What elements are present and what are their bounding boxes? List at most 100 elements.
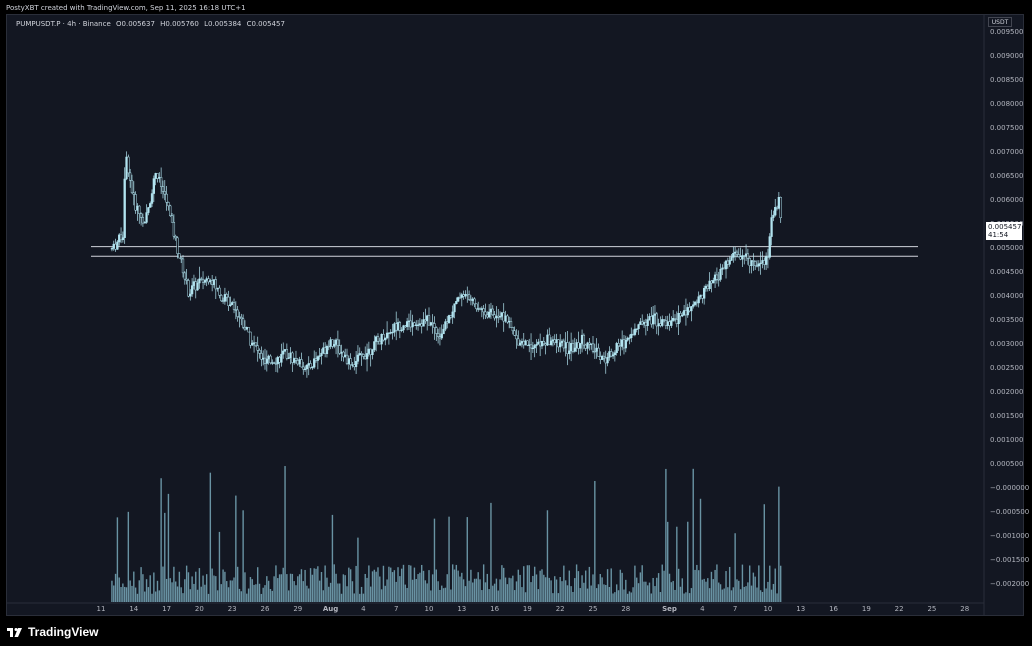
candle-body xyxy=(528,344,531,346)
candle-body xyxy=(311,366,314,369)
volume-bar xyxy=(614,592,616,602)
volume-bar xyxy=(251,579,253,602)
candle-body xyxy=(770,217,773,237)
volume-bar xyxy=(550,580,552,602)
candle-body xyxy=(611,354,615,357)
candle-body xyxy=(566,342,569,355)
candle-body xyxy=(424,319,427,322)
volume-bar xyxy=(506,584,509,602)
candle-body xyxy=(271,362,274,364)
volume-bar xyxy=(424,580,427,602)
volume-bar xyxy=(488,589,490,602)
volume-bar xyxy=(257,567,259,602)
volume-bar xyxy=(670,582,673,602)
candle-body xyxy=(123,178,126,238)
candle-body xyxy=(577,342,580,349)
tradingview-logo[interactable]: TradingView xyxy=(6,624,98,640)
candle-body xyxy=(602,355,606,359)
candle-body xyxy=(517,338,520,346)
volume-bar xyxy=(380,589,383,602)
time-tick-label: 25 xyxy=(927,605,937,613)
chart-panel[interactable] xyxy=(6,14,1024,616)
candle-body xyxy=(684,310,688,316)
candle-body xyxy=(673,318,677,320)
volume-bar xyxy=(546,510,549,602)
candle-body xyxy=(167,202,170,207)
candle-body xyxy=(617,343,620,347)
volume-bar xyxy=(648,582,651,602)
volume-bar xyxy=(349,569,352,602)
volume-bar xyxy=(601,577,603,602)
candle-body xyxy=(318,355,321,357)
volume-bar xyxy=(114,573,117,602)
candle-body xyxy=(282,350,285,355)
volume-bar xyxy=(377,567,379,602)
volume-bar xyxy=(716,564,718,602)
candle-body xyxy=(657,323,660,327)
price-tick-label: 0.002000 xyxy=(990,388,1024,396)
candle-body xyxy=(619,345,622,347)
candle-body xyxy=(141,217,145,224)
volume-bar xyxy=(362,593,365,602)
volume-bar xyxy=(524,592,527,602)
volume-bar xyxy=(284,466,286,602)
volume-bar xyxy=(563,565,565,602)
volume-bar xyxy=(544,577,547,602)
volume-bar xyxy=(138,580,140,602)
volume-bar xyxy=(435,569,437,602)
candle-body xyxy=(615,343,618,353)
volume-bar xyxy=(552,593,554,602)
volume-bars xyxy=(111,466,782,602)
price-tick-label: 0.009500 xyxy=(990,28,1024,36)
price-tick-label: 0.000500 xyxy=(990,460,1024,468)
volume-bar xyxy=(240,591,243,602)
candle-body xyxy=(298,359,301,365)
volume-bar xyxy=(710,571,713,602)
currency-label[interactable]: USDT xyxy=(988,17,1012,27)
candle-body xyxy=(258,350,261,354)
volume-bar xyxy=(599,574,601,602)
volume-bar xyxy=(311,574,314,602)
volume-bar xyxy=(324,565,326,602)
volume-bar xyxy=(428,570,430,602)
candle-body xyxy=(482,308,485,313)
volume-bar xyxy=(187,572,190,602)
volume-bar xyxy=(466,517,468,602)
volume-bar xyxy=(442,588,445,602)
volume-bar xyxy=(116,517,119,602)
volume-bar xyxy=(344,575,346,602)
volume-bar xyxy=(628,591,631,602)
symbol-legend[interactable]: PUMPUSDT.P · 4h · Binance O0.005637 H0.0… xyxy=(16,18,288,30)
volume-bar xyxy=(258,583,261,602)
candle-body xyxy=(161,186,165,192)
candle-body xyxy=(606,357,609,364)
candle-body xyxy=(345,354,349,364)
candle-body xyxy=(608,351,611,358)
volume-bar xyxy=(369,586,372,602)
candle-body xyxy=(571,343,575,352)
candle-body xyxy=(590,343,593,345)
candle-body xyxy=(138,205,141,214)
candle-body xyxy=(382,334,385,341)
candle-body xyxy=(662,319,666,321)
candle-body xyxy=(480,308,483,310)
volume-bar xyxy=(747,582,749,602)
candle-body xyxy=(624,340,627,349)
candle-body xyxy=(630,333,633,338)
candle-body xyxy=(307,363,310,366)
candle-body xyxy=(360,353,363,355)
volume-bar xyxy=(459,576,461,602)
volume-bar xyxy=(734,533,736,602)
volume-bar xyxy=(503,567,505,602)
volume-bar xyxy=(246,593,248,602)
volume-bar xyxy=(267,580,270,602)
volume-bar xyxy=(207,593,210,602)
volume-bar xyxy=(315,568,317,602)
volume-bar xyxy=(492,585,494,602)
candle-body xyxy=(371,349,374,355)
volume-bar xyxy=(242,510,244,602)
volume-bar xyxy=(371,571,374,602)
candle-body xyxy=(681,314,684,317)
volume-bar xyxy=(626,593,629,602)
